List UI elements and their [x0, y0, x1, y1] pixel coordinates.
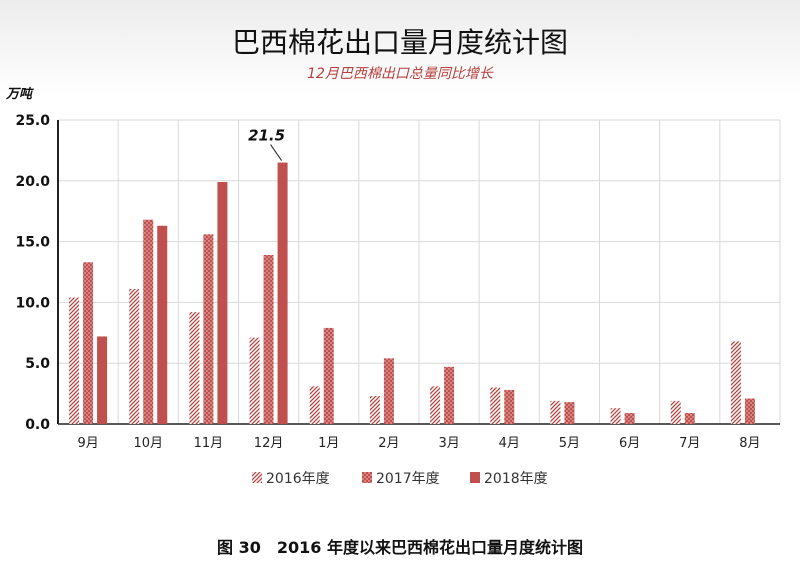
x-tick-label: 2月 — [378, 436, 399, 451]
chart-legend: 2016年度 2017年度 2018年度 — [252, 471, 548, 487]
y-tick-label: 20.0 — [15, 174, 50, 190]
x-tick-label: 5月 — [559, 436, 580, 451]
legend-label: 2016年度 — [266, 471, 330, 487]
bar-2018年度-10月 — [157, 225, 168, 424]
bar-2016年度-8月 — [730, 341, 741, 424]
chart-svg: 巴西棉花出口量月度统计图 12月巴西棉出口总量同比增长 万吨 0.0 5.0 10.… — [0, 0, 800, 530]
bar-2016年度-3月 — [430, 386, 441, 424]
bar-2017年度-9月 — [83, 262, 94, 424]
bar-2017年度-8月 — [744, 398, 755, 424]
y-tick-label: 5.0 — [25, 356, 50, 372]
chart-title: 巴西棉花出口量月度统计图 — [232, 26, 568, 59]
bar-2016年度-9月 — [69, 297, 80, 424]
x-tick-label: 4月 — [499, 436, 520, 451]
annotation-leader-line — [270, 144, 282, 161]
figure-caption: 图 30 2016 年度以来巴西棉花出口量月度统计图 — [217, 538, 583, 557]
x-tick-label: 3月 — [438, 436, 459, 451]
bar-2016年度-1月 — [309, 386, 320, 424]
chart-subtitle: 12月巴西棉出口总量同比增长 — [307, 66, 494, 82]
y-tick-label: 25.0 — [15, 113, 50, 129]
bar-2017年度-11月 — [203, 234, 214, 424]
bar-2016年度-10月 — [129, 289, 140, 424]
bar-2018年度-9月 — [97, 336, 108, 424]
x-tick-label: 10月 — [133, 436, 163, 451]
x-tick-label: 6月 — [619, 436, 640, 451]
legend-swatch-2016年度 — [252, 472, 262, 483]
x-tick-label: 11月 — [194, 436, 224, 451]
bar-2018年度-11月 — [217, 182, 228, 424]
bar-2016年度-7月 — [670, 400, 681, 424]
chart-background — [0, 0, 800, 530]
x-tick-label: 8月 — [739, 436, 760, 451]
x-tick-label: 12月 — [254, 436, 284, 451]
bar-2017年度-5月 — [564, 402, 575, 424]
bar-2017年度-4月 — [504, 389, 515, 424]
bar-2017年度-10月 — [143, 219, 154, 424]
y-axis-unit-label: 万吨 — [5, 86, 34, 102]
bar-2016年度-4月 — [490, 387, 501, 424]
legend-swatch-2017年度 — [362, 472, 372, 483]
plot-area: 0.0 5.0 10.0 15.0 20.0 25.0 9月 10月 11月 12月 1月 2月 3月 4… — [15, 113, 781, 451]
bar-2017年度-1月 — [323, 327, 334, 424]
legend-label: 2018年度 — [484, 471, 548, 487]
bar-2016年度-5月 — [550, 400, 561, 424]
bar-2018年度-12月 — [277, 162, 288, 424]
x-tick-label: 9月 — [77, 436, 98, 451]
bar-2016年度-12月 — [249, 337, 260, 424]
bar-2017年度-7月 — [684, 413, 695, 424]
bar-2017年度-6月 — [624, 413, 635, 424]
bar-2016年度-6月 — [610, 408, 621, 424]
y-tick-label: 10.0 — [15, 295, 50, 311]
bar-2017年度-2月 — [383, 358, 394, 424]
x-tick-label: 7月 — [679, 436, 700, 451]
legend-swatch-2018年度 — [470, 472, 480, 483]
y-tick-label: 15.0 — [15, 235, 50, 251]
bar-2017年度-12月 — [263, 254, 274, 424]
bar-2016年度-11月 — [189, 312, 200, 424]
legend-label: 2017年度 — [376, 471, 440, 487]
data-label-annotation: 21.5 — [248, 127, 285, 145]
bar-2016年度-2月 — [369, 396, 380, 424]
bar-2017年度-3月 — [444, 366, 455, 424]
y-tick-label: 0.0 — [25, 417, 50, 433]
x-tick-label: 1月 — [318, 436, 339, 451]
